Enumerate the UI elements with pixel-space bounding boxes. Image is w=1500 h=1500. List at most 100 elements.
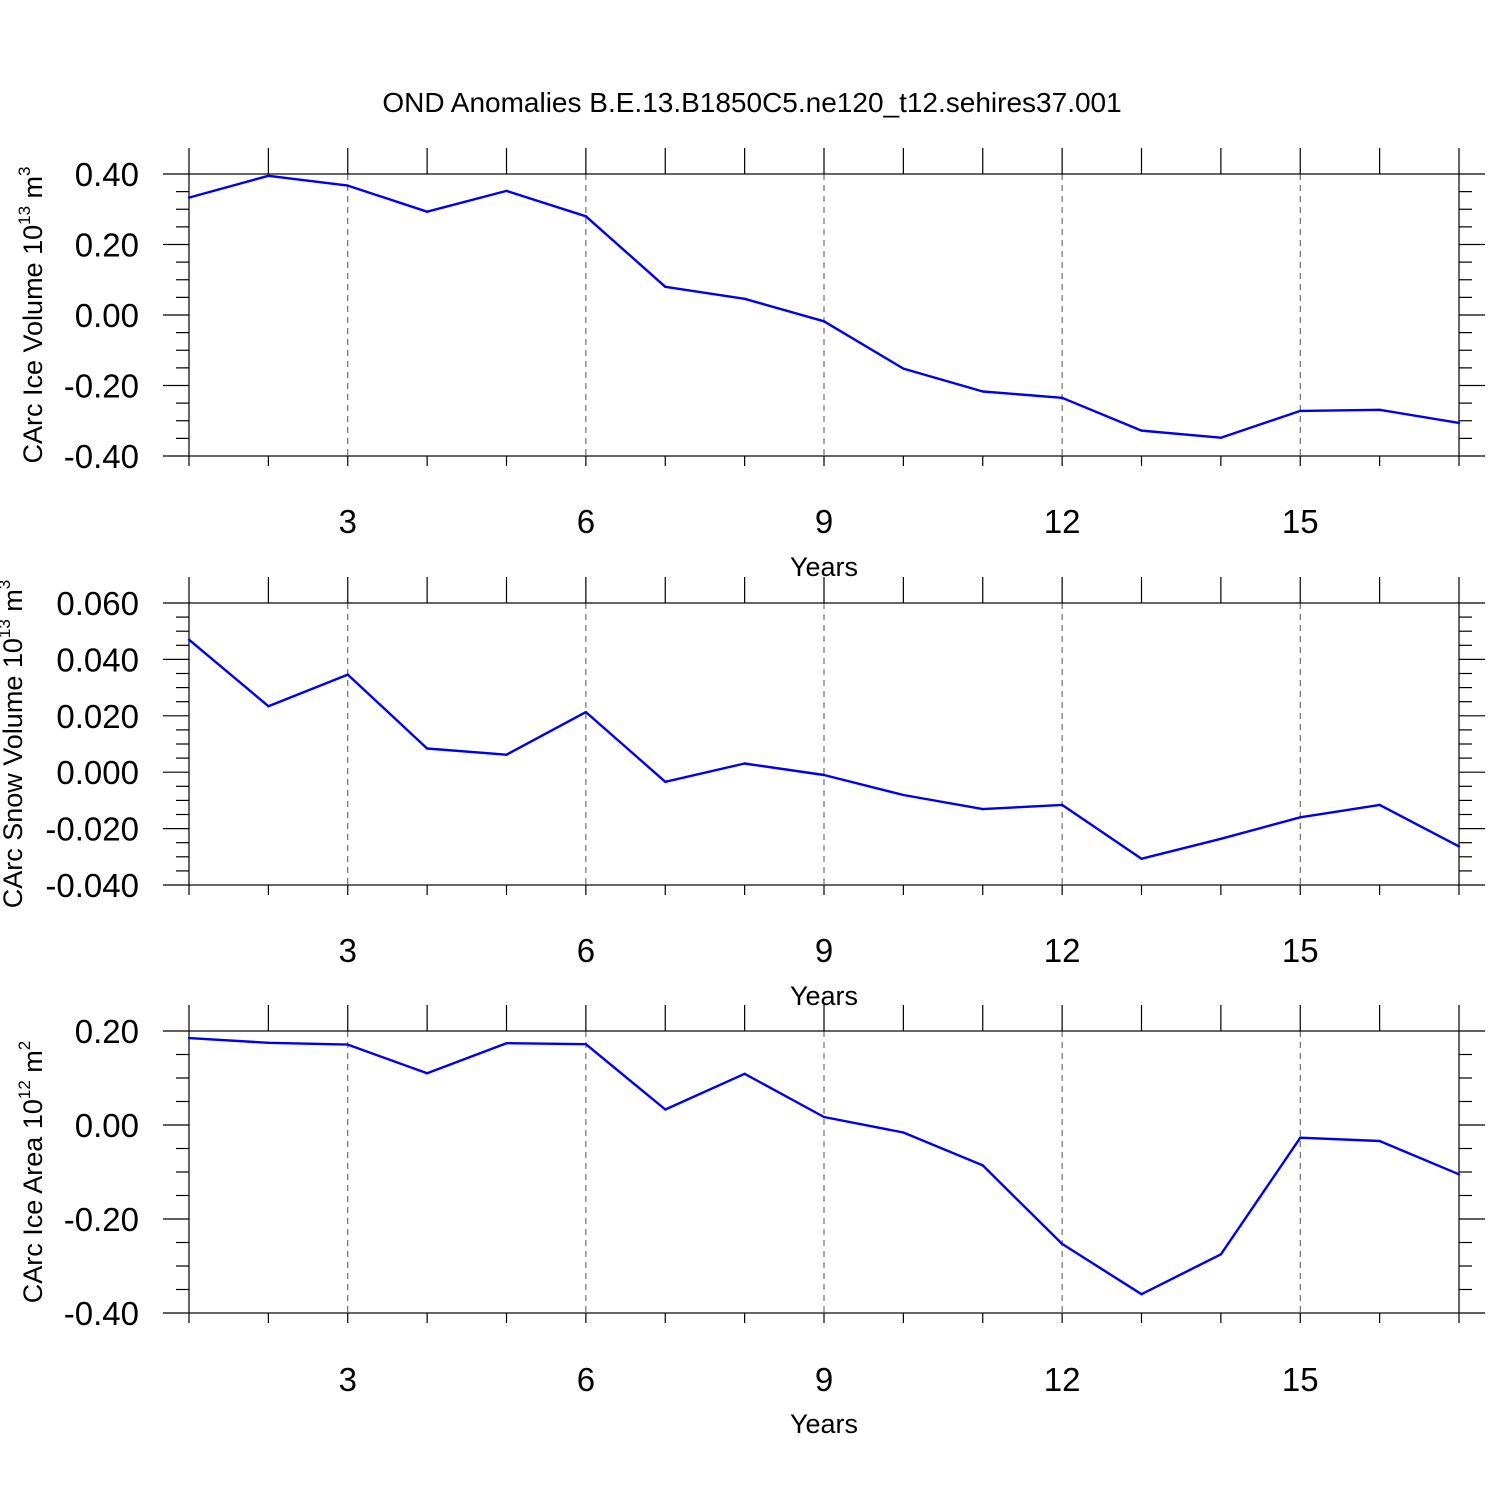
data-point [743, 762, 746, 765]
data-point [743, 1072, 746, 1075]
data-point [187, 1036, 191, 1040]
data-point [1299, 409, 1302, 413]
data-point [1140, 857, 1143, 860]
data-point [822, 320, 826, 323]
y-tick-label: -0.40 [64, 1295, 139, 1332]
data-point [1299, 816, 1302, 819]
y-axis-title-unit-exponent: 3 [15, 166, 34, 175]
x-tick-label: 9 [815, 503, 833, 540]
chart-title: OND Anomalies B.E.13.B1850C5.ne120_t12.s… [382, 87, 1121, 118]
data-point [822, 1115, 826, 1119]
x-tick-label: 9 [815, 1361, 833, 1398]
data-point [1219, 436, 1223, 439]
data-point [1140, 1293, 1143, 1296]
data-point [981, 807, 984, 811]
data-point [1219, 1253, 1223, 1256]
data-point [664, 1108, 667, 1111]
x-tick-label: 6 [577, 932, 595, 969]
data-point [425, 210, 429, 213]
y-axis-title: CArc Ice Volume 1013 m3 [15, 166, 48, 463]
data-point [1219, 837, 1223, 840]
data-point [902, 793, 905, 797]
data-point [1060, 396, 1064, 400]
y-tick-label: -0.20 [64, 1201, 139, 1238]
y-axis-title-exponent: 13 [0, 619, 14, 638]
x-tick-label: 6 [577, 1361, 595, 1398]
data-point [1060, 1242, 1064, 1246]
y-tick-label: 0.060 [56, 585, 139, 622]
data-point [267, 1041, 270, 1044]
y-axis-title: CArc Snow Volume 1013 m3 [0, 580, 28, 909]
plot-frame [188, 602, 1460, 886]
data-point [1378, 1139, 1381, 1143]
y-axis-title-text: CArc Snow Volume 10 [0, 638, 28, 908]
y-tick-label: 0.20 [75, 227, 139, 264]
data-point [187, 196, 191, 199]
y-axis-title-unit-exponent: 2 [15, 1041, 34, 1050]
data-point [346, 673, 349, 676]
x-tick-label: 3 [339, 1361, 357, 1398]
y-tick-label: 0.00 [75, 297, 139, 334]
data-point [902, 1131, 905, 1134]
data-point [981, 1164, 984, 1167]
data-point [822, 773, 826, 777]
data-point [584, 215, 588, 218]
plot-frame [188, 1030, 1460, 1314]
x-tick-label: 6 [577, 503, 595, 540]
y-tick-label: -0.020 [45, 811, 139, 848]
data-point [425, 747, 429, 750]
data-point [981, 390, 984, 393]
y-axis-title-text: CArc Ice Area 10 [18, 1099, 48, 1303]
x-tick-label: 3 [339, 503, 357, 540]
data-point [1378, 408, 1381, 412]
x-tick-label: 9 [815, 932, 833, 969]
data-point [664, 780, 667, 783]
y-axis-title-exponent: 13 [15, 206, 34, 225]
y-tick-label: 0.40 [75, 156, 139, 193]
data-point [267, 705, 270, 708]
y-axis-title: CArc Ice Area 1012 m2 [15, 1041, 48, 1304]
data-point [346, 184, 349, 187]
data-point [346, 1043, 349, 1046]
y-axis-title-exponent: 12 [15, 1080, 34, 1099]
y-tick-label: 0.020 [56, 698, 139, 735]
data-point [1378, 803, 1381, 807]
x-tick-label: 15 [1282, 1361, 1319, 1398]
plot-frame [188, 173, 1460, 457]
data-point [902, 367, 905, 370]
x-tick-label: 15 [1282, 503, 1319, 540]
y-tick-label: -0.20 [64, 368, 139, 405]
x-axis-title: Years [790, 1409, 858, 1439]
data-point [425, 1072, 429, 1075]
y-tick-label: -0.040 [45, 867, 139, 904]
data-point [267, 174, 270, 177]
y-tick-label: 0.00 [75, 1107, 139, 1144]
data-point [505, 189, 508, 193]
data-point [584, 710, 588, 714]
y-axis-title-unit: m [0, 589, 28, 619]
data-point [743, 297, 746, 300]
data-point [187, 638, 191, 641]
y-axis-title-unit-exponent: 3 [0, 580, 14, 589]
y-tick-label: 0.000 [56, 754, 139, 791]
y-axis-title-text: CArc Ice Volume 10 [18, 225, 48, 464]
y-axis-title-unit: m [18, 176, 48, 206]
x-tick-label: 12 [1044, 932, 1081, 969]
x-tick-label: 12 [1044, 503, 1081, 540]
panel-ice-area: 0.20 0.00 -0.20 -0.40 3 6 9 12 15 Years CArc Ice A… [15, 1005, 1485, 1439]
data-point [1140, 429, 1143, 432]
y-tick-label: -0.40 [64, 438, 139, 475]
data-point [505, 753, 508, 756]
data-point [1457, 845, 1461, 848]
data-point [1060, 803, 1064, 807]
x-tick-label: 3 [339, 932, 357, 969]
data-point [1457, 1173, 1461, 1176]
x-tick-label: 12 [1044, 1361, 1081, 1398]
data-point [1457, 421, 1461, 425]
y-tick-label: 0.20 [75, 1013, 139, 1050]
y-axis-title-unit: m [18, 1050, 48, 1080]
data-point [1299, 1136, 1302, 1139]
